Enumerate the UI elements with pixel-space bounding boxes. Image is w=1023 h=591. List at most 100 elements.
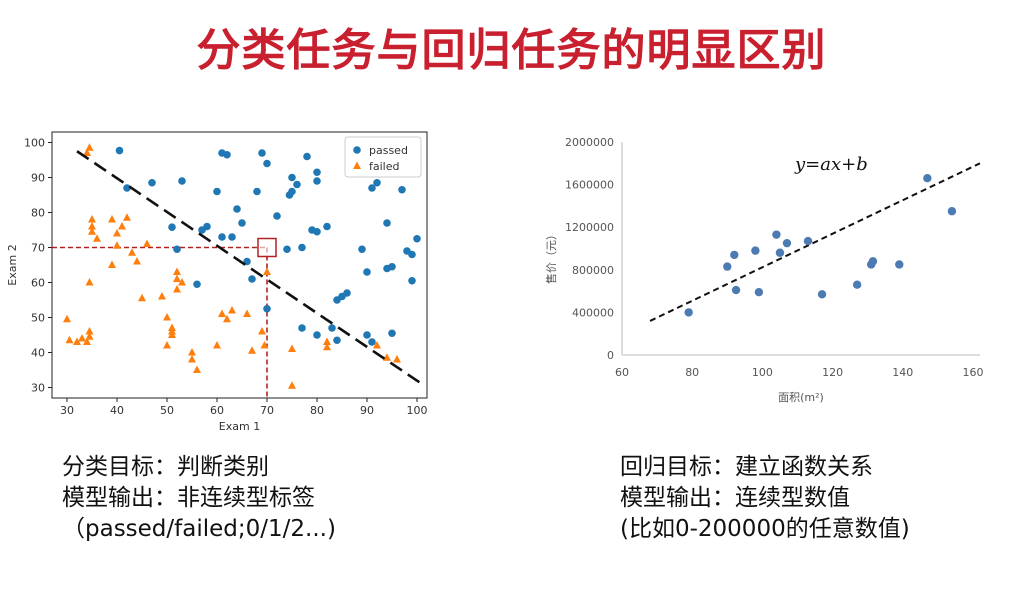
passed-point — [388, 262, 396, 271]
passed-point — [263, 159, 271, 168]
failed-point — [123, 213, 131, 221]
passed-point — [168, 223, 176, 231]
passed-point — [313, 177, 321, 185]
y-tick-label: 400000 — [572, 306, 614, 319]
passed-point — [363, 268, 371, 276]
passed-point — [123, 184, 131, 192]
passed-point — [363, 331, 371, 339]
failed-point — [193, 365, 201, 373]
passed-point — [358, 245, 366, 254]
x-tick-label: 60 — [615, 366, 629, 379]
failed-point — [393, 355, 401, 363]
failed-point — [248, 346, 256, 354]
y-tick-label: 80 — [31, 207, 45, 220]
passed-point — [303, 152, 311, 161]
classification-output: 模型输出：非连续型标签 — [62, 485, 315, 511]
plot-frame — [51, 131, 428, 399]
failed-point — [263, 267, 271, 275]
data-point — [782, 238, 792, 248]
failed-point — [138, 293, 146, 302]
legend-label-failed: failed — [369, 160, 399, 173]
failed-point — [65, 335, 74, 344]
failed-point — [143, 239, 151, 247]
data-point — [731, 285, 741, 295]
failed-point — [85, 327, 94, 335]
classification-goal: 分类目标：判断类别 — [62, 454, 269, 480]
failed-point — [243, 309, 251, 317]
regression-goal: 回归目标：建立函数关系 — [620, 454, 873, 480]
y-axis-label: 售价（元） — [544, 229, 558, 284]
passed-point — [333, 336, 341, 345]
failed-point — [188, 355, 196, 363]
passed-point — [248, 275, 256, 283]
classification-chart: 30 40 50 60 70 80 90 100 30 40 50 60 70 80 90 100 Exam 1… — [6, 131, 428, 433]
passed-point — [313, 168, 321, 177]
passed-point — [193, 280, 201, 289]
x-tick-label: 80 — [685, 366, 699, 379]
x-axis-label: 面积(m²) — [778, 391, 824, 404]
failed-point — [258, 327, 266, 335]
failed-point — [133, 257, 141, 265]
data-point — [751, 246, 760, 255]
x-tick-label: 30 — [60, 404, 74, 417]
passed-point — [293, 180, 301, 189]
data-point — [817, 290, 827, 299]
failed-point — [128, 248, 136, 256]
failed-point — [168, 330, 176, 338]
data-point — [868, 257, 878, 266]
passed-point — [373, 178, 381, 187]
data-point — [775, 248, 785, 257]
failed-point — [323, 342, 331, 351]
failed-point — [158, 292, 166, 300]
failed-point — [85, 332, 94, 340]
failed-point — [373, 341, 381, 349]
y-tick-label: 800000 — [572, 264, 614, 277]
passed-point — [258, 149, 266, 157]
failed-point — [223, 314, 231, 323]
passed-point — [413, 234, 421, 243]
y-tick-label: 90 — [31, 172, 45, 185]
regression-chart: 0 400000 800000 1200000 1600000 2000000 60 80 10… — [544, 136, 983, 404]
legend-marker-passed — [353, 146, 361, 154]
page-title: 分类任务与回归任务的明显区别 — [196, 25, 827, 76]
x-tick-label: 90 — [360, 404, 374, 417]
legend-box — [344, 136, 422, 178]
passed-point — [368, 184, 376, 192]
failed-point — [178, 278, 186, 286]
x-tick-label: 160 — [962, 366, 983, 379]
decision-boundary-line — [76, 150, 423, 386]
failed-point — [173, 274, 181, 282]
y-axis-label: Exam 2 — [6, 244, 19, 285]
failed-point — [113, 229, 121, 237]
x-tick-label: 70 — [260, 404, 274, 417]
failed-point — [173, 267, 181, 275]
failed-point — [108, 215, 116, 223]
y-tick-label: 60 — [31, 277, 45, 290]
passed-point — [283, 245, 291, 254]
passed-point — [368, 338, 376, 346]
passed-point — [408, 276, 416, 285]
x-tick-label: 140 — [892, 366, 913, 379]
data-point — [723, 262, 732, 271]
x-tick-label: 120 — [822, 366, 843, 379]
data-point — [754, 287, 764, 297]
passed-point — [115, 146, 124, 155]
passed-point — [298, 324, 306, 332]
regression-fit-line — [649, 162, 981, 322]
y-tick-label: 40 — [31, 347, 45, 360]
y-tick-label: 70 — [31, 242, 45, 255]
failed-point — [78, 334, 86, 342]
passed-point — [218, 233, 226, 241]
passed-point — [323, 222, 331, 231]
highlight-square — [257, 237, 277, 258]
failed-point — [85, 278, 94, 286]
failed-point — [163, 313, 171, 321]
x-tick-label: 40 — [110, 404, 124, 417]
failed-point — [108, 260, 116, 268]
regression-output: 模型输出：连续型数值 — [620, 485, 850, 511]
legend-marker-failed — [353, 161, 361, 169]
failed-point — [213, 341, 221, 349]
data-point — [803, 236, 813, 246]
failed-point — [73, 337, 81, 345]
passed-point — [228, 233, 236, 241]
